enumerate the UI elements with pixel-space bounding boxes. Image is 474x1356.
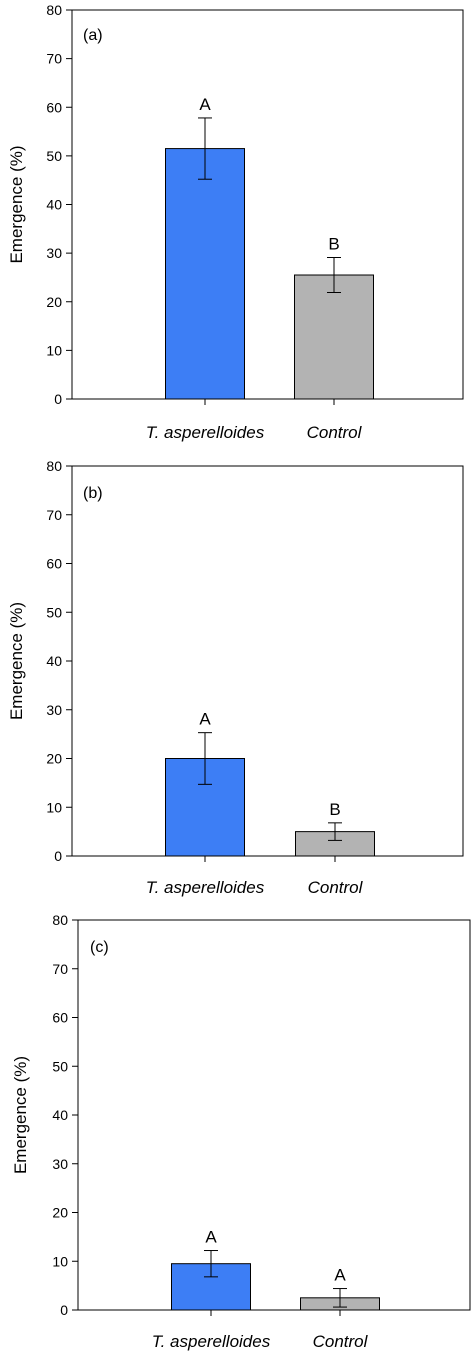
plot-frame [71, 9, 464, 400]
y-tick-label: 50 [52, 1058, 68, 1074]
y-tick-label: 60 [52, 1010, 68, 1026]
y-tick-label: 40 [46, 653, 62, 669]
y-tick-label: 70 [46, 507, 62, 523]
y-tick-label: 70 [46, 51, 62, 67]
chart-panel-3: 0 10 20 30 40 50 60 70 80 Emergence (%) (c) A T. asp… [11, 912, 471, 1351]
significance-letter: A [205, 1228, 217, 1247]
y-tick-label: 30 [46, 245, 62, 261]
plot-frame [71, 465, 464, 857]
y-tick-label: 20 [52, 1205, 68, 1221]
significance-letter: B [328, 235, 339, 254]
y-tick-label: 0 [54, 848, 62, 864]
y-tick-label: 40 [46, 197, 62, 213]
y-tick-label: 60 [46, 556, 62, 572]
y-tick-label: 30 [46, 702, 62, 718]
y-tick-label: 80 [46, 2, 62, 18]
plot-frame [77, 919, 471, 1311]
panel-label: (a) [83, 27, 103, 44]
y-tick-label: 50 [46, 148, 62, 164]
y-tick-label: 20 [46, 751, 62, 767]
chart-panel-2: 0 10 20 30 40 50 60 70 80 Emergence (%) (b) A T. asp… [7, 458, 464, 897]
category-label: Control [308, 878, 364, 897]
y-tick-label: 40 [52, 1107, 68, 1123]
y-tick-label: 30 [52, 1156, 68, 1172]
significance-letter: B [329, 800, 340, 819]
y-tick-label: 0 [54, 391, 62, 407]
bar-control [294, 274, 374, 400]
y-tick-label: 20 [46, 294, 62, 310]
category-label: T. asperelloides [146, 878, 265, 897]
y-tick-label: 80 [46, 458, 62, 474]
panel-label: (c) [90, 939, 109, 956]
category-label: T. asperelloides [146, 423, 265, 442]
y-axis-label: Emergence (%) [7, 145, 26, 263]
y-tick-label: 80 [52, 912, 68, 928]
significance-letter: A [199, 710, 211, 729]
y-tick-label: 10 [46, 799, 62, 815]
panel-label: (b) [83, 485, 103, 502]
chart-panel-1: 0 10 20 30 40 50 60 70 80 Emergence (%) (a) A T. asp… [7, 2, 464, 442]
category-label: T. asperelloides [152, 1332, 271, 1351]
y-tick-label: 60 [46, 99, 62, 115]
significance-letter: A [199, 95, 211, 114]
significance-letter: A [334, 1266, 346, 1285]
category-label: Control [313, 1332, 369, 1351]
y-tick-label: 50 [46, 604, 62, 620]
bar-treatment [165, 148, 245, 400]
y-tick-label: 10 [52, 1253, 68, 1269]
y-axis-label: Emergence (%) [7, 602, 26, 720]
y-tick-label: 10 [46, 342, 62, 358]
y-axis-label: Emergence (%) [11, 1056, 30, 1174]
y-tick-label: 0 [60, 1302, 68, 1318]
category-label: Control [307, 423, 363, 442]
y-tick-label: 70 [52, 961, 68, 977]
